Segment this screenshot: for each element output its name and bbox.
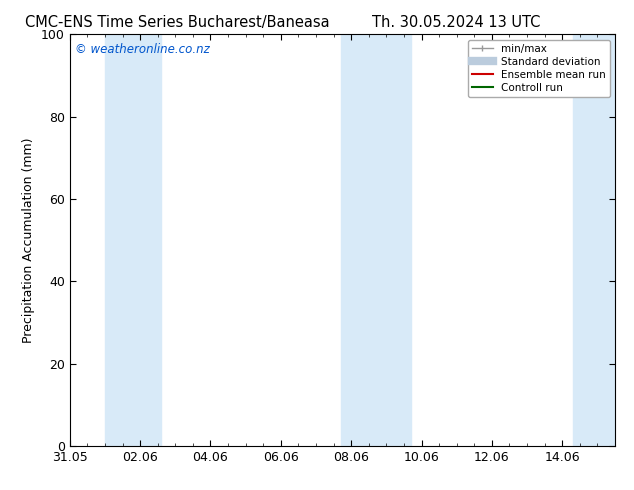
Bar	[573, 34, 615, 446]
Legend: min/max, Standard deviation, Ensemble mean run, Controll run: min/max, Standard deviation, Ensemble me…	[467, 40, 610, 97]
Bar	[105, 34, 161, 446]
Bar	[340, 34, 411, 446]
Text: CMC-ENS Time Series Bucharest/Baneasa: CMC-ENS Time Series Bucharest/Baneasa	[25, 15, 330, 30]
Text: © weatheronline.co.nz: © weatheronline.co.nz	[75, 43, 210, 55]
Text: Th. 30.05.2024 13 UTC: Th. 30.05.2024 13 UTC	[372, 15, 541, 30]
Y-axis label: Precipitation Accumulation (mm): Precipitation Accumulation (mm)	[22, 137, 36, 343]
